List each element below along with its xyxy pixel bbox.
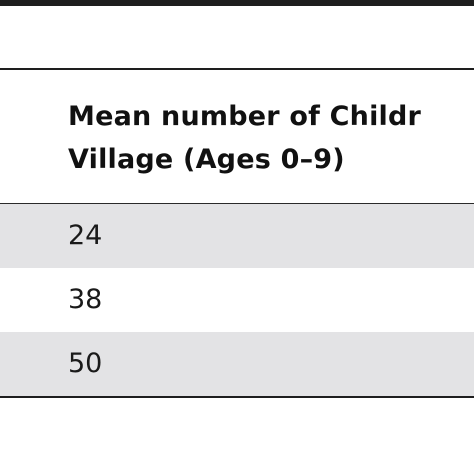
table-cell: 50 [68,348,103,379]
column-header-line-2: Village (Ages 0–9) [68,144,345,175]
data-table: Mean number of Childr Village (Ages 0–9)… [0,68,474,398]
column-header-line-1: Mean number of Childr [68,101,422,132]
table-row: 24 [0,204,474,268]
table-cell: 38 [68,284,103,315]
table-cell: 24 [68,220,103,251]
table-header: Mean number of Childr Village (Ages 0–9) [0,70,474,204]
table-row: 50 [0,332,474,396]
top-rule [0,0,474,6]
column-header: Mean number of Childr Village (Ages 0–9) [68,95,474,181]
table-row: 38 [0,268,474,332]
